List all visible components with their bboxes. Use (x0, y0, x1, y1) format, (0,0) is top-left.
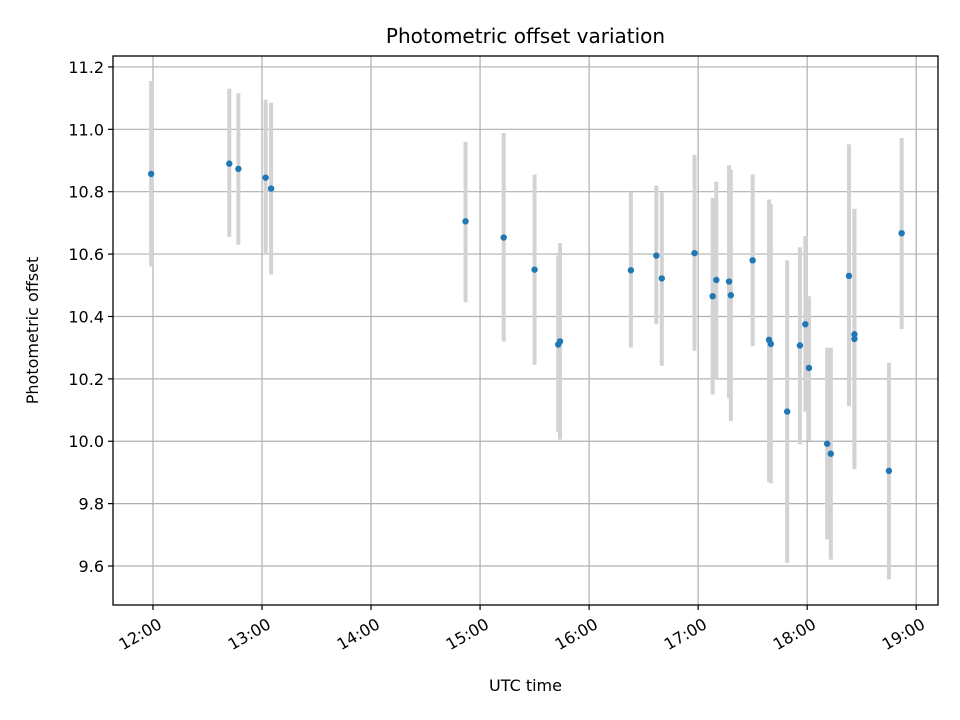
y-tick-label: 10.2 (68, 370, 104, 389)
y-tick-label: 11.2 (68, 58, 104, 77)
data-point (802, 321, 809, 328)
y-tick-label: 10.6 (68, 245, 104, 264)
data-point (851, 335, 858, 343)
data-point (725, 278, 733, 285)
data-point (235, 165, 242, 173)
y-axis-label: Photometric offset (23, 257, 42, 405)
y-tick-label: 9.8 (79, 495, 104, 514)
data-point (653, 252, 660, 259)
y-tick-label: 10.0 (68, 432, 104, 451)
data-point (767, 340, 775, 348)
data-point (845, 272, 853, 280)
data-point (658, 275, 665, 282)
data-point (709, 292, 716, 300)
data-point (691, 249, 698, 257)
data-point (226, 160, 233, 167)
data-point (713, 276, 720, 284)
data-point (796, 342, 804, 349)
data-point (462, 218, 469, 225)
y-tick-label: 9.6 (79, 557, 104, 576)
data-point (749, 257, 756, 264)
y-tick-label: 10.8 (68, 183, 104, 202)
data-point (267, 185, 275, 192)
plot-frame (112, 55, 939, 606)
data-point (531, 266, 538, 273)
data-point (783, 408, 791, 415)
data-point (262, 174, 269, 181)
y-tick-label: 10.4 (68, 307, 104, 326)
data-points (147, 160, 905, 475)
data-point (556, 338, 564, 345)
data-point (500, 234, 507, 241)
data-point (898, 229, 905, 237)
data-point (823, 440, 831, 447)
data-point (885, 467, 893, 475)
data-point (147, 170, 155, 178)
chart-title: Photometric offset variation (386, 24, 665, 48)
x-axis-label: UTC time (489, 676, 562, 695)
data-point (851, 331, 858, 338)
data-point (627, 267, 635, 274)
data-point (805, 364, 813, 372)
y-tick-label: 11.0 (68, 120, 104, 139)
data-point (727, 292, 735, 299)
data-point (827, 450, 834, 457)
